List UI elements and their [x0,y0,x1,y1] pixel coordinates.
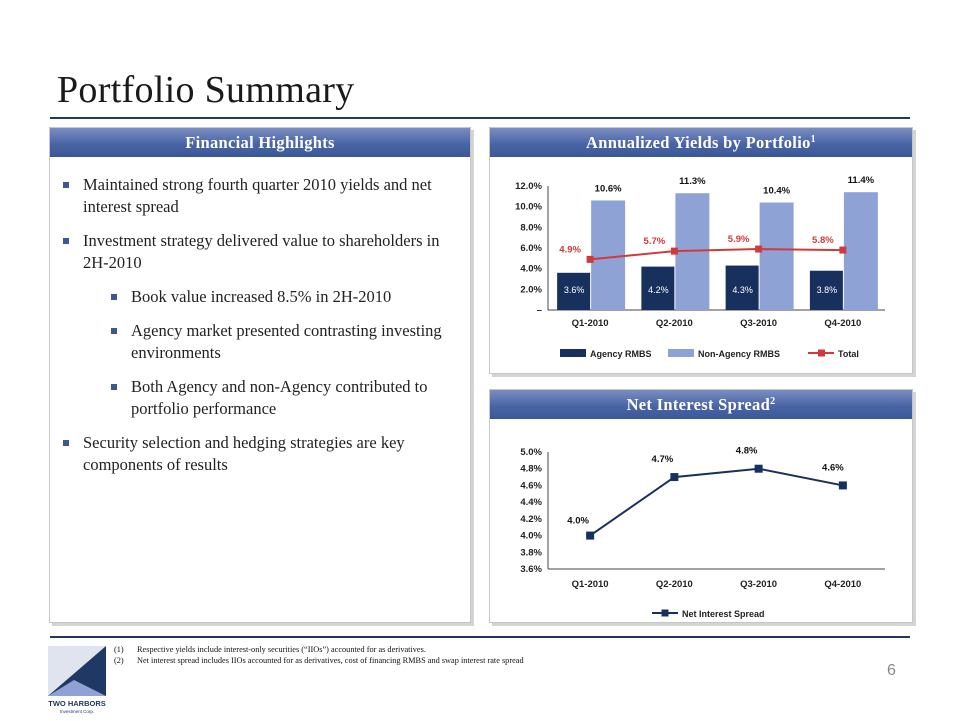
point-total [670,247,678,255]
y-tick-label: 4.0% [520,531,542,542]
sub-bullet-item: Both Agency and non-Agency contributed t… [108,376,460,420]
two-harbors-logo-icon: TWO HARBORS Investment Corp. [48,646,106,714]
data-label-non-agency-rmbs: 10.4% [763,186,790,197]
sub-bullet-item: Book value increased 8.5% in 2H-2010 [108,286,460,308]
data-label-agency-rmbs: 4.2% [648,285,669,295]
net-interest-spread-header: Net Interest Spread2 [490,390,912,419]
data-label-total: 4.9% [559,244,581,255]
y-tick-label: 12.0% [515,181,542,192]
data-label-agency-rmbs: 4.3% [732,285,753,295]
svg-text:Investment Corp.: Investment Corp. [60,709,94,714]
bar-agency-rmbs [809,270,843,310]
series-line-total [590,248,843,261]
data-label-agency-rmbs: 3.8% [817,285,838,295]
bar-agency-rmbs [557,272,591,310]
y-tick-label: 4.8% [520,464,542,475]
footnote-2: (2) Net interest spread includes IIOs acc… [114,656,524,665]
x-tick-label: Q3-2010 [740,579,777,590]
company-logo: TWO HARBORS Investment Corp. [44,640,112,716]
x-tick-label: Q3-2010 [740,318,777,329]
data-label-total: 5.9% [728,234,750,245]
legend-label: Non-Agency RMBS [698,349,780,359]
footnote-ref: 2 [770,396,776,407]
legend-swatch [560,349,586,357]
y-tick-label: 4.4% [520,497,542,508]
footer-divider [50,636,910,638]
data-label-non-agency-rmbs: 11.4% [848,175,875,186]
y-tick-label: 10.0% [515,202,542,213]
point-net-interest-spread [754,464,763,473]
y-tick-label: 5.0% [520,447,542,458]
sub-bullet-item: Agency market presented contrasting inve… [108,320,460,364]
data-label-net-interest-spread: 4.6% [822,462,844,473]
bullet-item: Security selection and hedging strategie… [60,432,460,476]
data-label-non-agency-rmbs: 10.6% [595,183,622,194]
x-tick-label: Q4-2010 [824,579,861,590]
point-net-interest-spread [670,473,679,482]
footnote-ref: 1 [810,134,816,145]
legend-swatch [668,349,694,357]
y-tick-label: – [537,305,542,316]
net-interest-spread-chart: 5.0% 4.8% 4.6% 4.4% 4.2% 4.0% 3.8% 3.6% 4.0% Q1-2… [520,446,885,619]
data-label-net-interest-spread: 4.8% [736,446,758,457]
legend-marker [818,349,825,357]
bar-non-agency-rmbs [591,200,626,310]
data-label-net-interest-spread: 4.7% [652,454,674,465]
x-tick-label: Q2-2010 [656,318,693,329]
y-tick-label: 3.6% [520,564,542,575]
x-tick-label: Q1-2010 [572,318,609,329]
data-label-total: 5.7% [644,236,666,247]
bar-agency-rmbs [725,265,759,310]
footnotes: (1) Respective yields include interest-on… [114,644,524,666]
annualized-yields-panel: Annualized Yields by Portfolio1 12.0% 10.… [489,127,913,374]
data-label-non-agency-rmbs: 11.3% [679,176,706,187]
highlights-bullet-list: Maintained strong fourth quarter 2010 yi… [60,174,460,488]
y-tick-label: 8.0% [520,222,542,233]
legend-label: Total [838,349,859,359]
bullet-item: Investment strategy delivered value to s… [60,230,460,274]
data-label-net-interest-spread: 4.0% [567,516,589,527]
legend-marker [661,609,669,617]
y-tick-label: 6.0% [520,243,542,254]
legend-label: Agency RMBS [590,349,652,359]
bar-non-agency-rmbs [843,192,878,310]
financial-highlights-header: Financial Highlights [50,128,470,157]
x-tick-label: Q1-2010 [572,579,609,590]
point-total [839,246,847,254]
data-label-total: 5.8% [812,235,834,246]
bar-non-agency-rmbs [759,202,794,310]
x-tick-label: Q2-2010 [656,579,693,590]
y-tick-label: 3.8% [520,547,542,558]
point-total [586,255,594,263]
title-divider [50,117,910,119]
y-tick-label: 4.0% [520,264,542,275]
y-tick-label: 4.6% [520,480,542,491]
y-tick-label: 4.2% [520,514,542,525]
svg-text:TWO HARBORS: TWO HARBORS [48,699,106,708]
legend-label: Net Interest Spread [682,609,765,619]
point-net-interest-spread [586,531,595,540]
page-title: Portfolio Summary [57,69,355,111]
page-number: 6 [887,662,896,679]
data-label-agency-rmbs: 3.6% [564,285,585,295]
y-tick-label: 2.0% [520,284,542,295]
bar-agency-rmbs [641,266,675,310]
annualized-yields-header: Annualized Yields by Portfolio1 [490,128,912,157]
point-total [755,245,763,253]
x-tick-label: Q4-2010 [824,318,861,329]
financial-highlights-panel: Financial Highlights Maintained strong f… [49,127,471,623]
annualized-yields-title: Annualized Yields by Portfolio [586,133,811,152]
annualized-yields-chart: 12.0% 10.0% 8.0% 6.0% 4.0% 2.0% – 3.6% 10.6% Q1-2… [515,175,885,359]
series-line-net-interest-spread [589,467,844,537]
net-interest-spread-title: Net Interest Spread [626,395,771,414]
footnote-1: (1) Respective yields include interest-on… [114,645,426,654]
net-interest-spread-panel: Net Interest Spread2 5.0% 4.8% 4.6% 4.4% 4.2… [489,389,913,623]
bullet-item: Maintained strong fourth quarter 2010 yi… [60,174,460,218]
point-net-interest-spread [838,481,847,490]
